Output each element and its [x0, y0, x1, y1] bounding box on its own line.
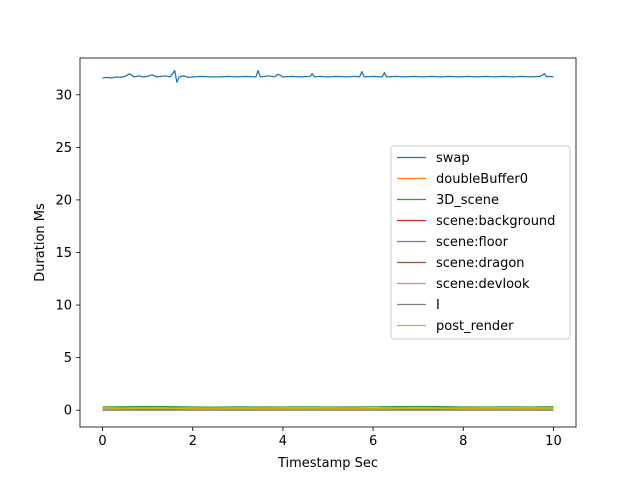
x-tick-label-4: 8 [459, 434, 467, 449]
y-tick-label-1: 5 [64, 351, 72, 366]
x-tick-label-0: 0 [98, 434, 106, 449]
plot-frame [79, 57, 577, 428]
legend-label-6: scene:devlook [436, 277, 530, 292]
legend-label-5: scene:dragon [436, 256, 525, 271]
series-line-0 [102, 69, 554, 83]
legend-label-1: doubleBuffer0 [436, 172, 528, 187]
y-tick-label-4: 20 [55, 193, 72, 208]
legend-label-4: scene:floor [436, 235, 509, 250]
legend: swap doubleBuffer0 3D_scene scene:backgroun… [390, 145, 571, 340]
x-axis-label: Timestamp Sec [277, 456, 378, 471]
x-tick-label-3: 6 [369, 434, 377, 449]
y-tick-label-0: 0 [64, 404, 72, 419]
y-axis-label: Duration Ms [33, 203, 48, 282]
legend-box [390, 145, 571, 340]
legend-label-0: swap [436, 151, 470, 166]
x-tick-label-1: 2 [189, 434, 197, 449]
legend-label-3: scene:background [436, 214, 555, 229]
x-axis-ticks: 0 2 4 6 8 10 [98, 427, 562, 449]
series-line-2 [102, 405, 554, 408]
y-tick-label-5: 25 [55, 141, 72, 156]
y-tick-label-6: 30 [55, 88, 72, 103]
x-tick-label-5: 10 [545, 434, 562, 449]
series-line-8 [102, 407, 554, 410]
y-tick-label-2: 10 [55, 299, 72, 314]
legend-label-8: post_render [436, 319, 514, 334]
y-axis-ticks: 0 5 10 15 20 25 30 [55, 88, 80, 419]
x-tick-label-2: 4 [279, 434, 287, 449]
legend-label-7: I [436, 298, 440, 313]
legend-label-2: 3D_scene [436, 193, 499, 208]
legend-items: swap doubleBuffer0 3D_scene scene:backgroun… [397, 151, 555, 334]
y-tick-label-3: 15 [55, 246, 72, 261]
series-layer [102, 69, 554, 411]
